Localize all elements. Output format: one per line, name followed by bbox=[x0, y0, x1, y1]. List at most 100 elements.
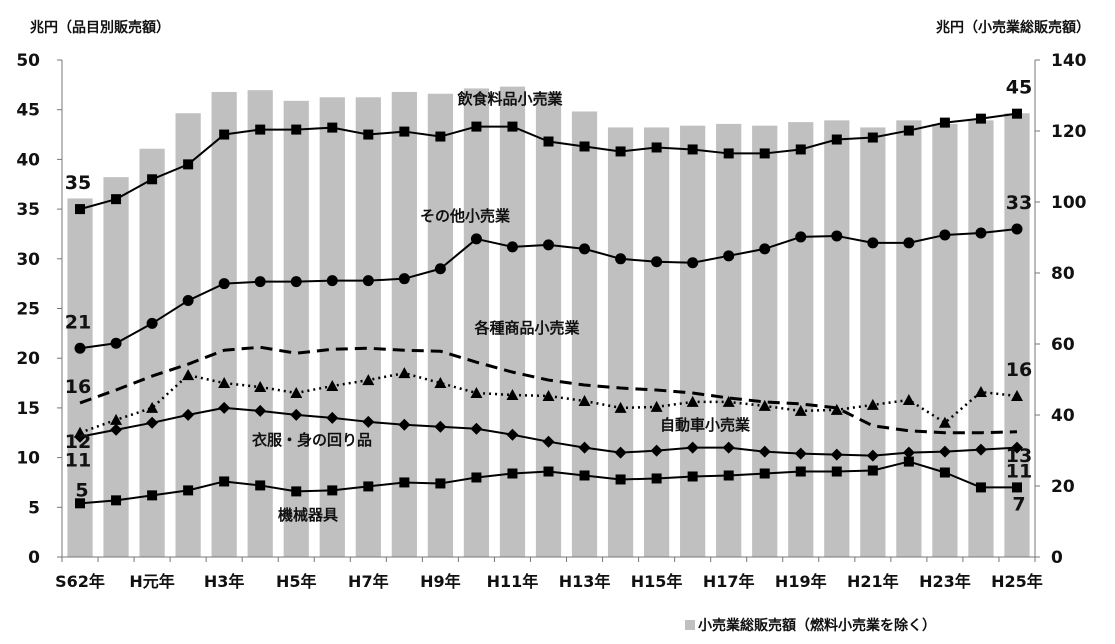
x-tick-label: H21年 bbox=[847, 572, 899, 591]
square-marker bbox=[147, 174, 158, 185]
left-tick-label: 30 bbox=[16, 250, 40, 270]
square-marker bbox=[219, 476, 230, 487]
diamond-marker bbox=[794, 447, 807, 460]
circle-marker bbox=[218, 278, 230, 290]
series-name-label: 自動車小売業 bbox=[660, 416, 751, 434]
square-marker bbox=[795, 466, 806, 477]
circle-marker bbox=[903, 237, 915, 249]
circle-marker bbox=[326, 275, 338, 287]
square-marker bbox=[435, 131, 446, 142]
x-tick-label: H15年 bbox=[631, 572, 683, 591]
square-marker bbox=[867, 132, 878, 143]
bar bbox=[643, 127, 670, 557]
circle-marker bbox=[723, 250, 735, 262]
triangle-marker bbox=[722, 395, 735, 407]
diamond-marker bbox=[254, 404, 267, 417]
square-marker bbox=[291, 124, 302, 135]
triangle-marker bbox=[650, 400, 663, 412]
left-tick-label: 5 bbox=[28, 498, 40, 518]
diamond-marker bbox=[650, 444, 663, 457]
diamond-marker bbox=[434, 420, 447, 433]
triangle-marker bbox=[506, 388, 519, 400]
triangle-marker bbox=[686, 395, 699, 407]
end-value-label: 7 bbox=[1012, 493, 1025, 515]
triangle-marker bbox=[902, 393, 915, 405]
square-marker bbox=[651, 473, 662, 484]
legend-text: 小売業総販売額（燃料小売業を除く） bbox=[698, 617, 936, 634]
triangle-marker bbox=[398, 367, 411, 379]
left-tick-label: 15 bbox=[16, 399, 40, 419]
triangle-marker bbox=[254, 381, 267, 393]
circle-marker bbox=[975, 227, 987, 239]
series-line bbox=[79, 371, 1018, 434]
circle-marker bbox=[579, 243, 591, 255]
circle-marker bbox=[795, 231, 807, 243]
bar bbox=[283, 100, 309, 557]
square-marker bbox=[975, 482, 986, 493]
square-marker bbox=[507, 468, 518, 479]
series-name-label: 各種商品小売業 bbox=[473, 319, 580, 337]
circle-marker bbox=[254, 276, 266, 288]
diamond-marker bbox=[902, 446, 915, 459]
left-tick-label: 50 bbox=[16, 51, 40, 71]
circle-marker bbox=[506, 241, 518, 253]
bar bbox=[788, 122, 814, 557]
series-name-label: 飲食料品小売業 bbox=[456, 90, 563, 108]
diamond-marker bbox=[182, 408, 195, 421]
square-marker bbox=[183, 485, 194, 496]
square-marker bbox=[399, 126, 410, 137]
left-axis-title: 兆円（品目別販売額） bbox=[30, 19, 170, 36]
triangle-marker bbox=[326, 380, 339, 392]
square-marker bbox=[579, 141, 590, 152]
circle-marker bbox=[362, 275, 374, 287]
square-marker bbox=[651, 142, 662, 153]
square-marker bbox=[939, 467, 950, 478]
diamond-marker bbox=[1010, 441, 1023, 454]
diamond-marker bbox=[362, 415, 375, 428]
bar bbox=[355, 97, 381, 558]
x-tick-label: H9年 bbox=[420, 572, 461, 591]
square-marker bbox=[327, 485, 338, 496]
left-tick-label: 35 bbox=[16, 200, 40, 220]
triangle-marker bbox=[794, 404, 807, 416]
axes: 0 5 10 15 20 25 30 35 40 45 50 0 20 40 60 80 100 120 140 S6… bbox=[16, 51, 1086, 591]
triangle-marker bbox=[758, 399, 771, 411]
circle-marker bbox=[290, 276, 302, 288]
right-axis-title: 兆円（小売業総販売額） bbox=[936, 19, 1090, 36]
diamond-marker bbox=[866, 449, 879, 462]
square-marker bbox=[363, 481, 374, 492]
square-marker bbox=[1011, 108, 1022, 119]
square-marker bbox=[723, 470, 734, 481]
x-tick-label: H5年 bbox=[276, 572, 317, 591]
square-marker bbox=[759, 148, 770, 159]
end-value-label: 45 bbox=[1006, 77, 1032, 99]
right-tick-label: 60 bbox=[1051, 335, 1075, 355]
circle-marker bbox=[110, 337, 122, 349]
square-marker bbox=[327, 122, 338, 133]
square-marker bbox=[831, 466, 842, 477]
diamond-marker bbox=[506, 428, 519, 441]
square-marker bbox=[507, 121, 518, 132]
triangle-marker bbox=[578, 394, 591, 406]
bar bbox=[896, 120, 922, 557]
diamond-marker bbox=[974, 443, 987, 456]
diamond-marker bbox=[542, 435, 555, 448]
square-marker bbox=[471, 121, 482, 132]
square-marker bbox=[111, 194, 122, 205]
circle-marker bbox=[182, 295, 194, 307]
square-marker bbox=[795, 144, 806, 155]
bar bbox=[247, 90, 273, 558]
right-tick-label: 40 bbox=[1051, 406, 1075, 426]
legend: 小売業総販売額（燃料小売業を除く） bbox=[685, 617, 936, 634]
left-tick-label: 25 bbox=[16, 300, 40, 320]
triangle-marker bbox=[362, 374, 375, 386]
right-tick-label: 80 bbox=[1051, 264, 1075, 284]
diamond-marker bbox=[758, 445, 771, 458]
square-marker bbox=[687, 144, 698, 155]
x-tick-label: H3年 bbox=[204, 572, 245, 591]
diamond-marker bbox=[722, 441, 735, 454]
triangle-marker bbox=[974, 385, 987, 397]
circle-marker bbox=[831, 230, 843, 242]
circle-marker bbox=[759, 243, 771, 255]
end-value-label: 33 bbox=[1006, 192, 1032, 214]
